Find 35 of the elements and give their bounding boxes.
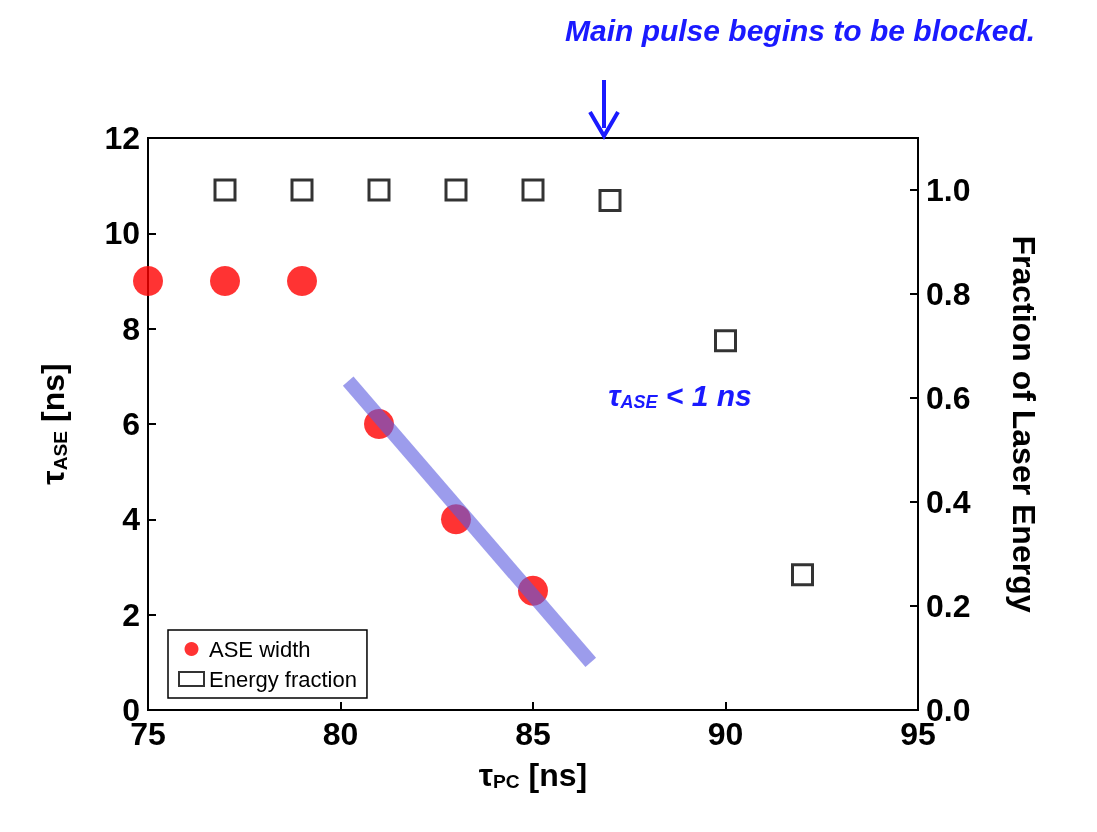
point <box>714 329 737 353</box>
x-tick-label: 80 <box>322 716 359 752</box>
point <box>213 178 237 202</box>
y-tick-label: 6 <box>122 406 140 442</box>
point <box>598 188 622 212</box>
y-axis-title: τASE [ns] <box>35 363 72 485</box>
point <box>518 575 548 606</box>
point <box>290 178 314 202</box>
text: Main pulse begins to be blocked. <box>564 13 1036 47</box>
y-tick-label: 12 <box>104 120 140 156</box>
point <box>791 563 814 587</box>
y2-tick-label: 0.8 <box>926 276 971 312</box>
point <box>444 178 468 202</box>
point <box>133 266 163 296</box>
y2-tick-label: 0.2 <box>926 588 971 624</box>
y-tick-label: 2 <box>122 596 140 633</box>
legend-label: Energy fraction <box>209 666 357 692</box>
y-tick-label: 10 <box>104 215 140 252</box>
point <box>287 266 317 296</box>
x-tick-label: 85 <box>515 716 551 752</box>
annotation: τASE < 1 ns <box>608 378 752 412</box>
point <box>441 504 471 535</box>
legend-label: ASE width <box>209 636 311 662</box>
x-axis-title: τPC [ns] <box>478 756 588 793</box>
point <box>367 178 391 202</box>
y2-tick-label: 1.0 <box>926 172 971 208</box>
point <box>364 409 394 439</box>
point <box>210 266 240 296</box>
y2-axis-title: Fraction of Laser Energy <box>1006 235 1042 613</box>
y-tick-label: 4 <box>122 501 141 538</box>
y2-tick-label: 0.6 <box>926 380 971 416</box>
x-tick-label: 90 <box>707 716 744 752</box>
point <box>521 178 545 202</box>
y-tick-label: 8 <box>122 310 140 347</box>
y2-tick-label: 0.4 <box>926 484 971 520</box>
